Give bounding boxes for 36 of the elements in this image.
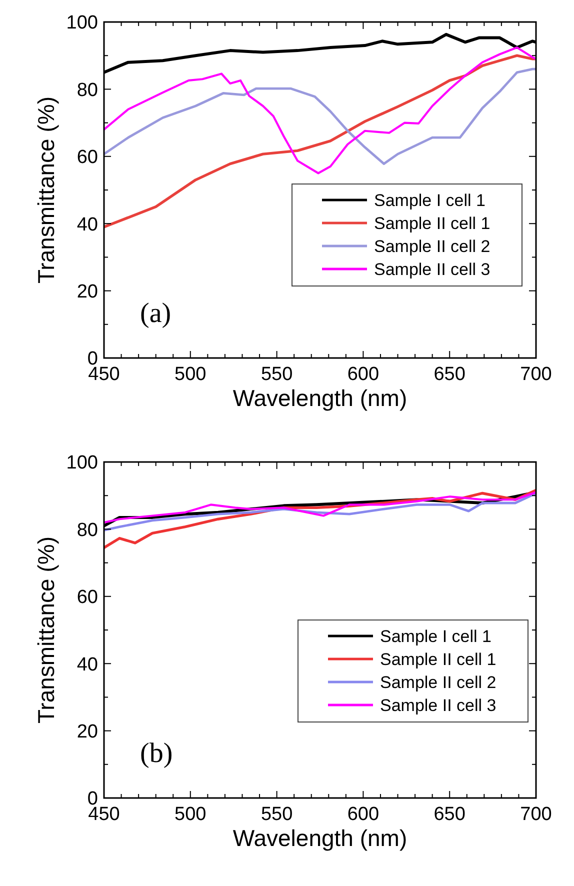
legend-label: Sample II cell 3 xyxy=(380,696,496,715)
x-tick-label: 600 xyxy=(347,804,380,825)
x-tick-label: 650 xyxy=(434,804,466,825)
y-tick-label: 20 xyxy=(76,721,98,742)
y-tick-label: 80 xyxy=(76,80,98,101)
legend-label: Sample II cell 2 xyxy=(380,672,496,692)
y-tick-label: 20 xyxy=(76,281,98,302)
x-tick-label: 550 xyxy=(260,364,293,385)
y-tick-label: 40 xyxy=(76,214,98,236)
annotation: (b) xyxy=(140,738,173,769)
line-series xyxy=(104,46,536,174)
y-tick-label: 100 xyxy=(66,452,98,474)
x-tick-label: 550 xyxy=(260,804,293,825)
x-tick-label: 650 xyxy=(434,364,466,385)
x-tick-label: 500 xyxy=(174,804,206,825)
legend-label: Sample II cell 2 xyxy=(374,236,490,256)
x-axis-title: Wavelength (nm) xyxy=(232,385,408,411)
legend-label: Sample II cell 3 xyxy=(374,260,490,279)
x-tick-label: 700 xyxy=(520,804,552,825)
y-axis-title: Transmittance (%) xyxy=(33,536,59,724)
x-tick-label: 700 xyxy=(520,364,552,385)
y-tick-label: 60 xyxy=(76,587,98,608)
legend-label: Sample I cell 1 xyxy=(374,190,486,210)
y-tick-label: 60 xyxy=(76,147,98,168)
x-tick-label: 600 xyxy=(347,364,380,385)
legend-label: Sample I cell 1 xyxy=(380,626,492,646)
y-tick-label: 80 xyxy=(76,520,98,541)
line-series xyxy=(104,68,536,165)
y-axis-title: Transmittance (%) xyxy=(33,96,59,284)
x-axis-title: Wavelength (nm) xyxy=(232,825,408,851)
x-tick-label: 500 xyxy=(174,364,206,385)
y-tick-label: 40 xyxy=(76,654,98,676)
legend-label: Sample II cell 1 xyxy=(380,650,496,669)
legend-label: Sample II cell 1 xyxy=(374,214,490,233)
annotation: (a) xyxy=(140,298,172,329)
y-tick-label: 100 xyxy=(66,12,98,34)
